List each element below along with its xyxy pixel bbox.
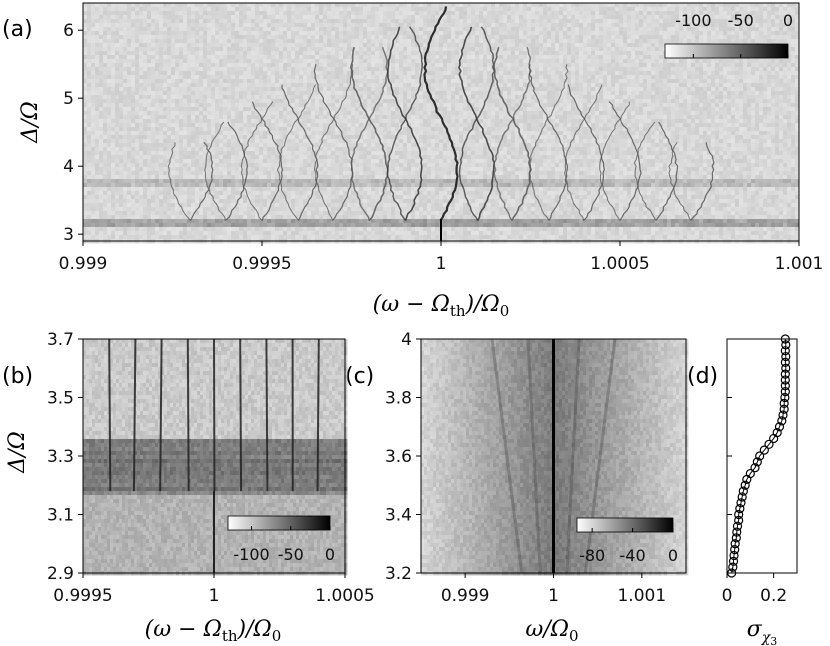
x-tick-label: 0.2 [760, 586, 787, 606]
y-tick-label: 6 [63, 21, 74, 41]
x-tick-label: 1.001 [617, 586, 666, 606]
x-tick-label: 0.999 [59, 254, 108, 274]
xlabel-c: ω/Ω0 [525, 617, 578, 645]
x-tick-label: 1 [436, 254, 447, 274]
x-tick-label: 0.999 [441, 586, 490, 606]
panel-a-tag: (a) [2, 17, 33, 42]
panel-b-tag: (b) [2, 364, 33, 389]
colorbar-tick-label: 0 [668, 546, 678, 565]
x-tick-label: 1 [209, 586, 220, 606]
ylabel-b: Δ/Ω [5, 431, 30, 474]
heatmap-a [83, 3, 799, 243]
sideband-line [266, 339, 267, 491]
y-tick-label: 3.6 [385, 447, 412, 467]
x-tick-label: 1.001 [775, 254, 824, 274]
x-tick-label: 0.9995 [53, 586, 112, 606]
sideband-line [240, 339, 241, 491]
y-tick-label: 3.3 [47, 447, 74, 467]
colorbar-tick-label: 0 [783, 11, 793, 30]
xlabel-d: σχ3 [747, 617, 778, 646]
panel-d: 0 0.2 σχ3 [722, 335, 797, 646]
y-tick-label: 4 [401, 330, 412, 350]
panel-c-tag: (c) [345, 364, 374, 389]
ylabel-a: Δ/Ω [18, 101, 43, 144]
y-tick-label: 3.4 [385, 506, 412, 526]
y-tick-label: 3 [63, 225, 74, 245]
panel-a: 0.999 0.9995 1 1.0005 1.001 3 4 5 6 -100 -50 0 (ω … [18, 3, 823, 320]
sideband-line [188, 339, 189, 491]
x-tick-label: 1 [548, 586, 559, 606]
heatmap-b [83, 339, 347, 575]
y-tick-label: 3.7 [47, 330, 74, 350]
y-tick-label: 4 [63, 157, 74, 177]
panel-b: 0.9995 1 1.0005 2.9 3.1 3.3 3.5 3.7 -100 -50 0 (ω… [5, 330, 375, 645]
y-tick-label: 3.1 [47, 506, 74, 526]
colorbar-tick-label: -50 [278, 545, 304, 564]
y-tick-label: 3.5 [47, 389, 74, 409]
colorbar-tick-label: 0 [325, 545, 335, 564]
panel-c: 0.999 1 1.001 3.2 3.4 3.6 3.8 4 -80 -40 0 ω/Ω0 [385, 330, 688, 645]
colorbar-tick-label: -50 [728, 11, 754, 30]
y-tick-label: 3.8 [385, 389, 412, 409]
x-tick-label: 1.0005 [590, 254, 649, 274]
colorbar-gradient [577, 518, 673, 532]
y-tick-label: 2.9 [47, 564, 74, 584]
sideband-line [109, 339, 110, 491]
x-tick-label: 0 [722, 586, 733, 606]
xlabel-b: (ω − Ωth)/Ω0 [145, 617, 282, 645]
colorbar-tick-label: -100 [675, 11, 711, 30]
panel-d-tag: (d) [687, 364, 718, 389]
x-tick-label: 1.0005 [315, 586, 374, 606]
colorbar-gradient [228, 516, 330, 530]
x-tick-label: 0.9995 [232, 254, 291, 274]
colorbar-tick-label: -100 [233, 545, 269, 564]
sideband-line [318, 339, 319, 491]
y-tick-label: 3.2 [385, 564, 412, 584]
colorbar-gradient [665, 44, 788, 58]
colorbar-tick-label: -40 [620, 546, 646, 565]
colorbar-tick-label: -80 [579, 546, 605, 565]
heatmap-c [421, 339, 688, 575]
y-tick-label: 5 [63, 89, 74, 109]
xlabel-a: (ω − Ωth)/Ω0 [373, 292, 510, 320]
